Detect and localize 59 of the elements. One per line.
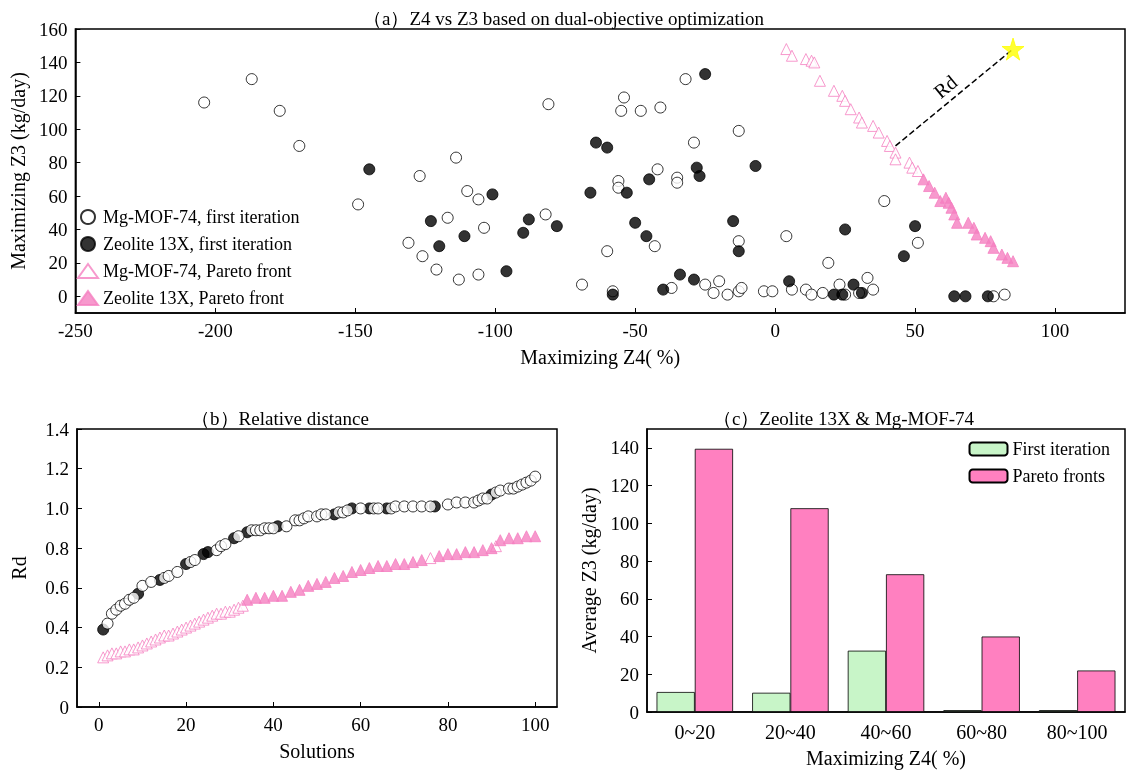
y-tick-label: 0 (57, 285, 68, 307)
x-tick-label: -50 (622, 320, 648, 341)
legend-label: Pareto fronts (1012, 466, 1105, 486)
x-tick-label: 20 (176, 714, 196, 735)
y-tick-label: 80 (620, 550, 639, 572)
y-tick-label: 1.4 (45, 418, 70, 440)
chart-title: （c）Zeolite 13X & Mg-MOF-74 (712, 408, 975, 429)
x-tick-label: -200 (197, 320, 233, 341)
y-tick-label: 40 (620, 626, 639, 648)
x-tick-label: 40~60 (860, 721, 912, 743)
y-tick-label: 140 (610, 437, 639, 459)
y-axis-title: Average Z3 (kg/day) (578, 487, 601, 654)
x-tick-label: 0 (94, 714, 104, 735)
y-tick-label: 140 (38, 51, 68, 73)
x-tick-label: -150 (337, 320, 373, 341)
y-tick-label: 120 (610, 475, 639, 497)
y-tick-label: 0.2 (45, 656, 69, 678)
y-tick-label: 60 (48, 185, 68, 207)
legend-label: First iteration (1012, 439, 1111, 459)
x-tick-label: 80~100 (1046, 721, 1108, 743)
x-tick-label: 0~20 (674, 721, 716, 743)
x-tick-label: 0 (770, 320, 780, 341)
x-tick-label: 20~40 (764, 721, 816, 743)
y-tick-label: 1.0 (45, 497, 69, 519)
legend-label: Zeolite 13X, first iteration (103, 234, 292, 254)
x-tick-label: -100 (477, 320, 513, 341)
legend-label: Zeolite 13X, Pareto front (103, 288, 284, 308)
x-tick-label: 80 (438, 714, 458, 735)
y-tick-label: 0.4 (45, 617, 70, 639)
annotation: Rd (929, 70, 962, 103)
chart-title: （a）Z4 vs Z3 based on dual-objective optimization (362, 8, 765, 29)
x-tick-label: 100 (520, 714, 550, 735)
y-tick-label: 0 (59, 696, 69, 718)
legend-label: Mg-MOF-74, first iteration (103, 207, 300, 227)
x-tick-label: 100 (1040, 320, 1070, 341)
x-tick-label: 50 (905, 320, 925, 341)
y-tick-label: 20 (620, 663, 639, 685)
y-tick-label: 100 (610, 512, 639, 534)
legend-label: Mg-MOF-74, Pareto front (103, 261, 292, 281)
y-tick-label: 20 (48, 252, 68, 274)
y-tick-label: 40 (48, 218, 68, 240)
y-tick-label: 0.6 (45, 577, 69, 599)
y-tick-label: 1.2 (45, 458, 69, 480)
y-tick-label: 80 (48, 152, 68, 174)
y-tick-label: 100 (38, 118, 68, 140)
x-axis-title: Maximizing Z4( %) (806, 747, 966, 770)
y-tick-label: 160 (38, 18, 68, 40)
x-axis-title: Solutions (279, 740, 355, 762)
y-tick-label: 60 (620, 588, 639, 610)
y-tick-label: 0.8 (45, 537, 69, 559)
y-tick-label: 120 (38, 85, 68, 107)
y-axis-title: Maximizing Z3 (kg/day) (7, 72, 30, 270)
x-tick-label: 60~80 (956, 721, 1008, 743)
x-tick-label: 60 (351, 714, 371, 735)
x-tick-label: 40 (263, 714, 283, 735)
y-axis-title: Rd (8, 556, 30, 580)
chart-title: （b）Relative distance (191, 408, 369, 429)
x-axis-title: Maximizing Z4( %) (520, 346, 681, 369)
x-tick-label: -250 (57, 320, 93, 341)
